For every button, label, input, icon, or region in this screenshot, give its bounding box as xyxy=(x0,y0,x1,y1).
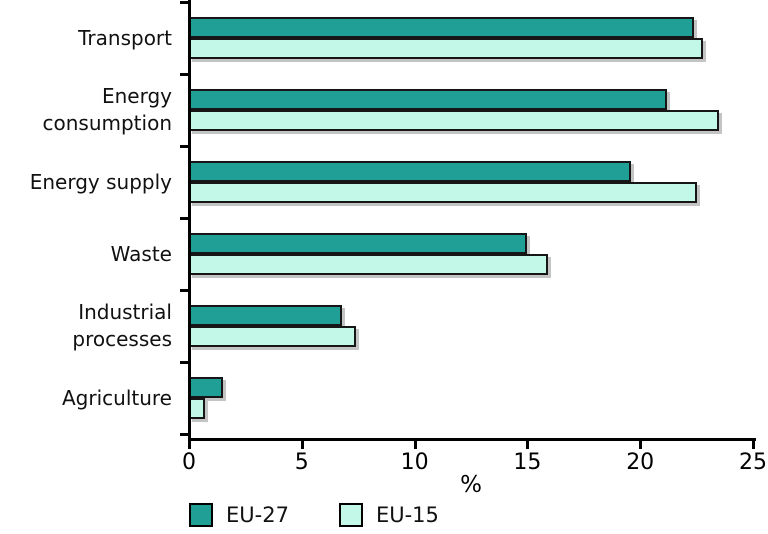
x-tick-label-0: 0 xyxy=(182,450,196,475)
legend-item-eu27: EU-27 xyxy=(189,503,289,527)
x-tick-label-20: 20 xyxy=(626,450,655,475)
y-axis-tick xyxy=(180,433,189,436)
x-axis-tick xyxy=(300,441,304,449)
bar-eu-15-transport xyxy=(189,38,704,59)
y-axis-tick xyxy=(180,73,189,76)
y-axis-tick xyxy=(180,217,189,220)
x-axis-tick xyxy=(639,441,643,449)
x-axis-tick xyxy=(413,441,417,449)
x-tick-label-10: 10 xyxy=(400,450,429,475)
bar-eu-27-energy-supply xyxy=(189,161,632,182)
bar-eu-15-waste xyxy=(189,254,548,275)
bar-eu-15-agriculture xyxy=(189,398,205,419)
category-label-transport: Transport xyxy=(78,25,172,50)
x-axis-line xyxy=(188,438,756,441)
bar-eu-15-energy-consumption xyxy=(189,110,720,131)
y-axis-tick xyxy=(180,145,189,148)
y-axis-tick xyxy=(180,361,189,364)
category-label-energy-supply: Energy supply xyxy=(29,169,172,194)
legend-label-eu15: EU-15 xyxy=(375,503,439,527)
bar-eu-27-waste xyxy=(189,233,528,254)
x-tick-label-25: 25 xyxy=(739,450,767,475)
bar-eu-15-industrial-processes xyxy=(189,326,356,347)
y-axis-line xyxy=(188,0,191,441)
x-axis-tick xyxy=(752,441,755,449)
x-axis-tick xyxy=(188,441,191,449)
x-axis-title: % xyxy=(460,472,482,498)
legend: EU-27 EU-15 xyxy=(189,503,439,527)
legend-swatch-eu27 xyxy=(189,503,213,527)
bar-eu-27-industrial-processes xyxy=(189,305,343,326)
category-label-agriculture: Agriculture xyxy=(62,385,172,410)
bar-eu-27-transport xyxy=(189,17,695,38)
x-tick-label-15: 15 xyxy=(513,450,542,475)
bar-eu-27-energy-consumption xyxy=(189,89,668,110)
category-label-industrial-processes: Industrial processes xyxy=(72,300,172,351)
x-axis-tick xyxy=(526,441,530,449)
legend-item-eu15: EU-15 xyxy=(338,503,439,527)
y-axis-tick xyxy=(180,1,189,4)
category-label-energy-consumption: Energy consumption xyxy=(42,84,173,135)
bar-eu-27-agriculture xyxy=(189,377,223,398)
y-axis-tick xyxy=(180,289,189,292)
bar-eu-15-energy-supply xyxy=(189,182,697,203)
legend-swatch-eu15 xyxy=(338,503,363,527)
x-tick-label-5: 5 xyxy=(294,450,309,475)
legend-label-eu27: EU-27 xyxy=(226,503,289,527)
category-label-waste: Waste xyxy=(110,241,172,266)
